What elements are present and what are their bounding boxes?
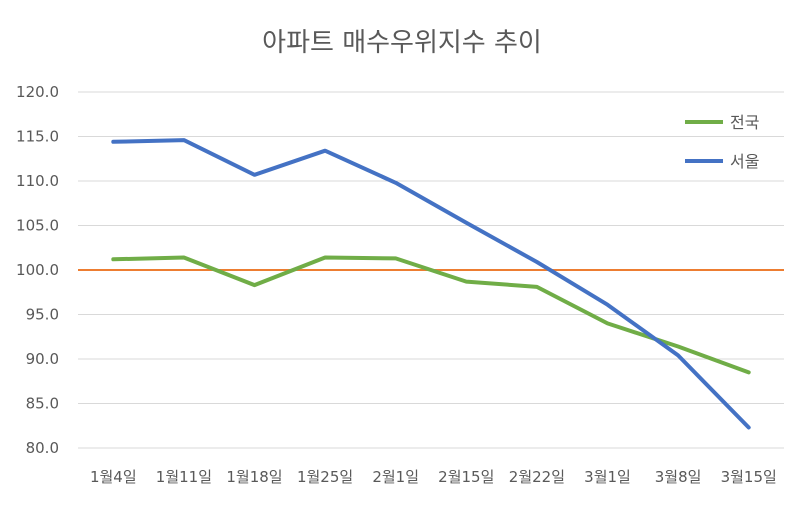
x-tick-label: 2월22일 (509, 468, 565, 486)
y-axis: 80.0 85.0 90.0 95.0 100.0 105.0 110.0 115.0 120.… (16, 83, 59, 457)
y-tick-label: 85.0 (26, 395, 59, 413)
x-tick-label: 1월11일 (156, 468, 212, 486)
y-tick-label: 120.0 (16, 83, 59, 101)
x-tick-label: 1월18일 (226, 468, 282, 486)
series-group (111, 138, 751, 430)
y-tick-label: 95.0 (26, 306, 59, 324)
legend-label: 전국 (730, 113, 759, 132)
series-line-1 (111, 255, 751, 375)
y-tick-label: 90.0 (26, 350, 59, 368)
x-tick-label: 2월15일 (438, 468, 494, 486)
y-tick-label: 105.0 (16, 217, 59, 235)
y-tick-label: 100.0 (16, 261, 59, 279)
legend-label: 서울 (730, 152, 759, 171)
y-tick-label: 115.0 (16, 128, 59, 146)
y-tick-label: 80.0 (26, 439, 59, 457)
series-line-2 (111, 138, 751, 430)
x-tick-label: 3월1일 (584, 468, 631, 486)
x-tick-label: 3월15일 (721, 468, 777, 486)
chart-title: 아파트 매수우위지수 추이 (262, 28, 542, 58)
x-axis: 1월4일 1월11일 1월18일 1월25일 2월1일 2월15일 2월22일 3월1일 3월8… (90, 468, 777, 486)
x-tick-label: 2월1일 (372, 468, 419, 486)
y-tick-label: 110.0 (16, 172, 59, 190)
x-tick-label: 1월4일 (90, 468, 137, 486)
x-tick-label: 3월8일 (655, 468, 702, 486)
x-tick-label: 1월25일 (297, 468, 353, 486)
